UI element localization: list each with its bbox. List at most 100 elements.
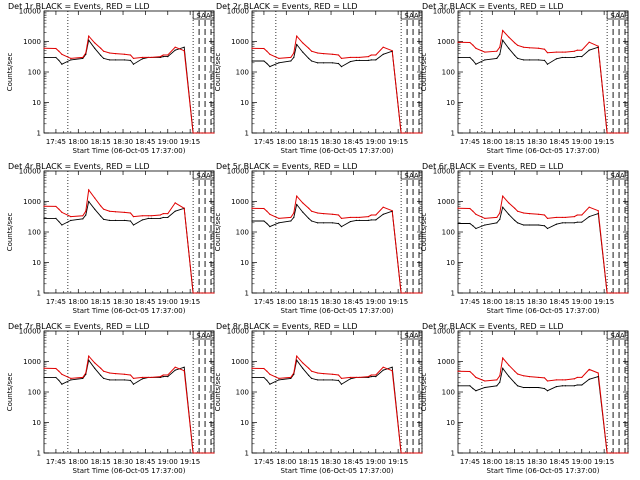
saa-label: SAA [404, 12, 419, 20]
lld-point [627, 452, 629, 454]
lld-point [618, 292, 620, 294]
y-tick-label: 100 [28, 69, 41, 77]
events-point [132, 224, 135, 226]
lld-point [337, 54, 340, 56]
events-point [367, 376, 369, 379]
lld-point [391, 50, 393, 52]
events-point [308, 57, 310, 59]
plot-frame [457, 330, 629, 454]
events-point [302, 367, 304, 369]
lld-point [528, 47, 531, 49]
events-point [475, 227, 477, 230]
lld-point [82, 56, 84, 59]
lld-point [293, 372, 295, 374]
lld-point [528, 375, 531, 378]
lld-point [159, 55, 161, 58]
events-point [88, 200, 90, 203]
y-tick-label: 10 [446, 99, 455, 107]
events-point [517, 385, 519, 387]
lld-point [85, 52, 87, 54]
y-tick-label: 1000 [231, 38, 249, 46]
events-point [269, 66, 271, 68]
y-tick-label: 10000 [19, 168, 41, 176]
events-point [561, 222, 563, 224]
lld-point [349, 376, 352, 379]
lld-point [543, 214, 546, 216]
events-point [58, 59, 60, 62]
events-point [337, 222, 340, 225]
lld-point [322, 213, 325, 215]
lld-point [609, 452, 611, 454]
lld-point [391, 210, 393, 212]
lld-point [150, 376, 152, 379]
lld-point [58, 370, 60, 372]
lld-point [457, 370, 459, 372]
lld-point [55, 47, 57, 50]
lld-point [581, 376, 583, 379]
y-tick-label: 100 [28, 229, 41, 237]
lld-point [293, 52, 295, 54]
events-point [499, 218, 501, 220]
events-point [484, 224, 486, 226]
events-point [159, 217, 161, 219]
lld-point [523, 375, 525, 377]
lld-point [528, 213, 531, 215]
lld-point [147, 376, 149, 379]
lld-point [123, 53, 126, 55]
events-point [82, 377, 84, 379]
x-tick-label: 19:00 [572, 298, 592, 306]
y-tick-label: 10 [240, 419, 249, 427]
lld-point [472, 210, 474, 212]
events-point [331, 222, 334, 224]
events-point [576, 221, 578, 223]
events-point [502, 206, 504, 208]
events-point [263, 220, 265, 222]
x-tick-label: 19:00 [572, 138, 592, 146]
saa-box [400, 330, 423, 340]
lld-point [251, 47, 253, 49]
events-point [597, 213, 599, 215]
events-point [358, 219, 360, 222]
lld-point [561, 379, 563, 381]
lld-point [132, 377, 135, 379]
saa-box [192, 10, 215, 20]
events-point [311, 220, 313, 222]
panel-9: Det 9r BLACK = Events, RED = LLD 1 10 100 10… [420, 322, 629, 475]
x-tick-label: 18:30 [321, 458, 341, 466]
lld-point [612, 452, 614, 454]
lld-point [555, 51, 558, 53]
events-point [129, 59, 132, 62]
events-point [114, 219, 117, 222]
x-tick-label: 17:45 [460, 138, 480, 146]
lld-point [147, 56, 149, 59]
lld-point [123, 211, 126, 213]
x-tick-label: 19:00 [366, 458, 386, 466]
y-axis-label: Counts/sec [214, 213, 222, 252]
events-point [103, 218, 105, 220]
events-point [290, 220, 292, 222]
events-point [349, 220, 352, 223]
events-point [496, 222, 498, 224]
events-point [588, 378, 590, 380]
events-point [573, 56, 575, 59]
lld-point [195, 292, 197, 294]
panel-5: Det 5r BLACK = Events, RED = LLD 1 10 100 10… [214, 162, 423, 315]
lld-point [103, 50, 105, 52]
x-tick-label: 19:15 [594, 458, 614, 466]
lld-point [612, 292, 614, 294]
lld-point [340, 377, 343, 379]
events-point [58, 220, 60, 223]
events-point [43, 376, 45, 379]
series-lld-line [457, 194, 628, 294]
x-tick-label: 18:00 [68, 138, 88, 146]
lld-point [129, 54, 132, 56]
lld-point [627, 132, 629, 134]
x-tick-label: 18:00 [482, 298, 502, 306]
y-tick-label: 1 [37, 450, 41, 458]
lld-point [290, 376, 292, 379]
events-point [43, 56, 45, 59]
events-point [263, 376, 265, 379]
events-point [293, 373, 295, 375]
lld-point [183, 50, 185, 52]
lld-point [606, 292, 608, 294]
